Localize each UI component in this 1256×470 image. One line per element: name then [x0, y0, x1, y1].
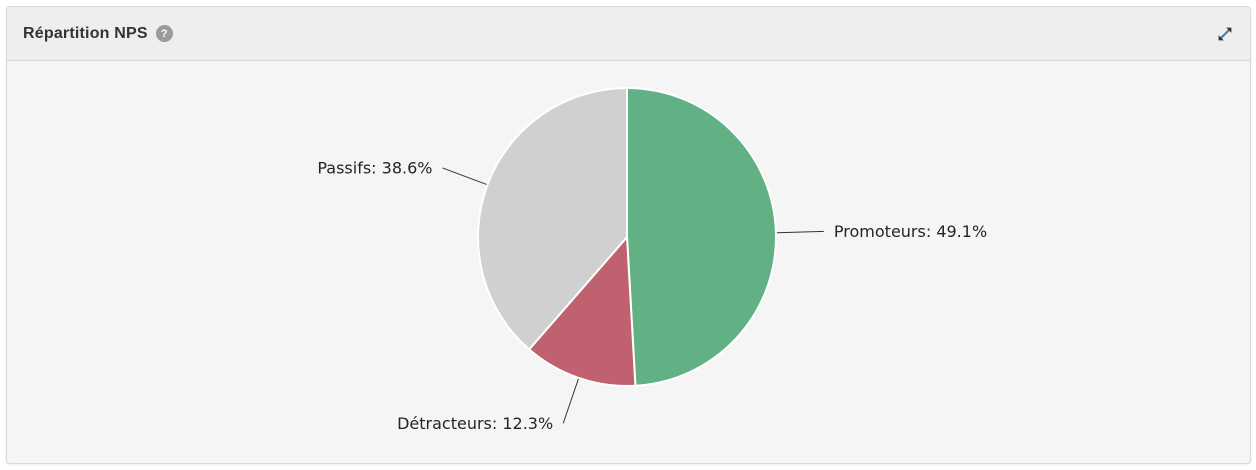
data-label-promoteurs: Promoteurs: 49.1% — [834, 222, 987, 241]
expand-icon[interactable] — [1214, 23, 1236, 45]
card-title: Répartition NPS — [23, 24, 148, 42]
pie-slice-promoteurs[interactable] — [626, 86, 777, 387]
label-connector-detracteurs — [562, 378, 579, 424]
label-connector-promoteurs — [776, 230, 824, 234]
chart-area: Promoteurs: 49.1% Détracteurs: 12.3% Passi… — [7, 61, 1250, 462]
data-label-passifs: Passifs: 38.6% — [317, 159, 432, 178]
label-connector-passifs — [442, 167, 487, 185]
card-header: Répartition NPS ? — [7, 7, 1250, 61]
nps-distribution-card: Répartition NPS ? Promoteurs: 49.1% Détra… — [6, 6, 1251, 464]
help-icon[interactable]: ? — [155, 25, 173, 42]
pie-chart: Promoteurs: 49.1% Détracteurs: 12.3% Passi… — [317, 86, 987, 433]
data-label-detracteurs: Détracteurs: 12.3% — [397, 414, 553, 433]
pie-slice-detracteurs[interactable] — [527, 234, 637, 387]
pie-slice-passifs[interactable] — [477, 86, 628, 351]
